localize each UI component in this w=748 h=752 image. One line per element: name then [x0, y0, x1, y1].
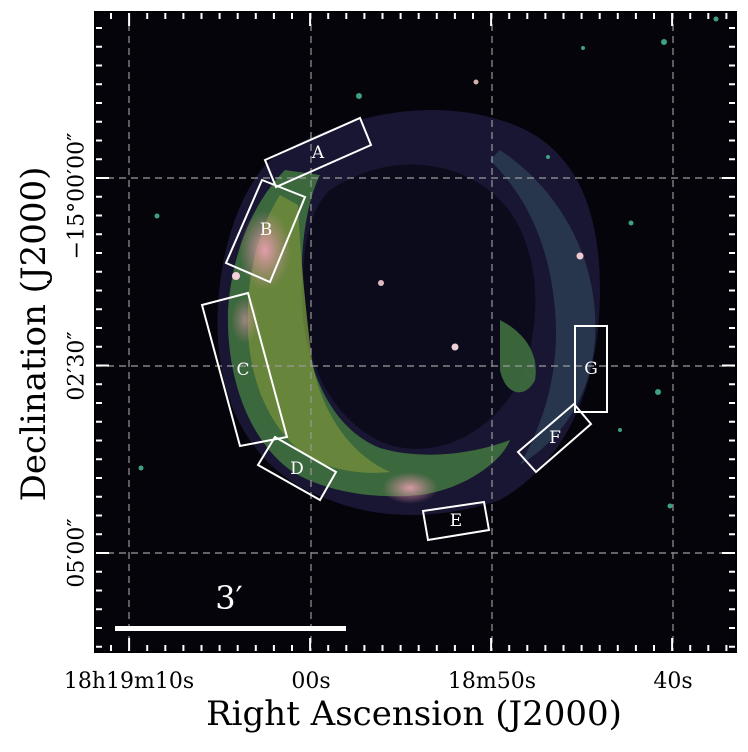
y-tick-label-1: −15°00′00″ [64, 132, 90, 260]
region-box-c [200, 291, 289, 448]
region-box-f [516, 402, 593, 474]
region-labels: A B C D E F G [236, 143, 597, 531]
region-box-a [263, 116, 373, 189]
x-tick-label-3: 18m50s [447, 669, 537, 694]
region-boxes [200, 116, 608, 542]
scale-bar [115, 626, 346, 631]
x-axis-label: Right Ascension (J2000) [206, 694, 622, 734]
region-box-d [256, 435, 338, 502]
point-sources [138, 16, 719, 509]
x-tick-label-2: 00s [291, 669, 331, 694]
region-box-e [421, 500, 491, 542]
region-label-g: G [584, 359, 598, 379]
region-label-a: A [311, 143, 325, 163]
region-label-b: B [260, 220, 273, 240]
coordinate-grid [95, 12, 736, 652]
region-label-f: F [549, 428, 561, 448]
tick-marks [95, 12, 736, 652]
x-tick-label-4: 40s [653, 669, 693, 694]
region-label-d: D [290, 459, 304, 479]
region-label-c: C [236, 360, 249, 380]
y-tick-label-3: 05′00″ [64, 518, 90, 588]
region-box-g [574, 325, 608, 413]
region-label-e: E [450, 511, 462, 531]
region-box-b [224, 178, 307, 284]
panel-frame [94, 11, 737, 653]
remnant-shell [138, 16, 719, 516]
y-tick-label-2: 02′30″ [64, 331, 90, 401]
y-axis-label: Declination (J2000) [14, 166, 54, 502]
x-tick-label-1: 18h19m10s [63, 669, 195, 694]
scale-bar-label: 3′ [215, 579, 243, 617]
